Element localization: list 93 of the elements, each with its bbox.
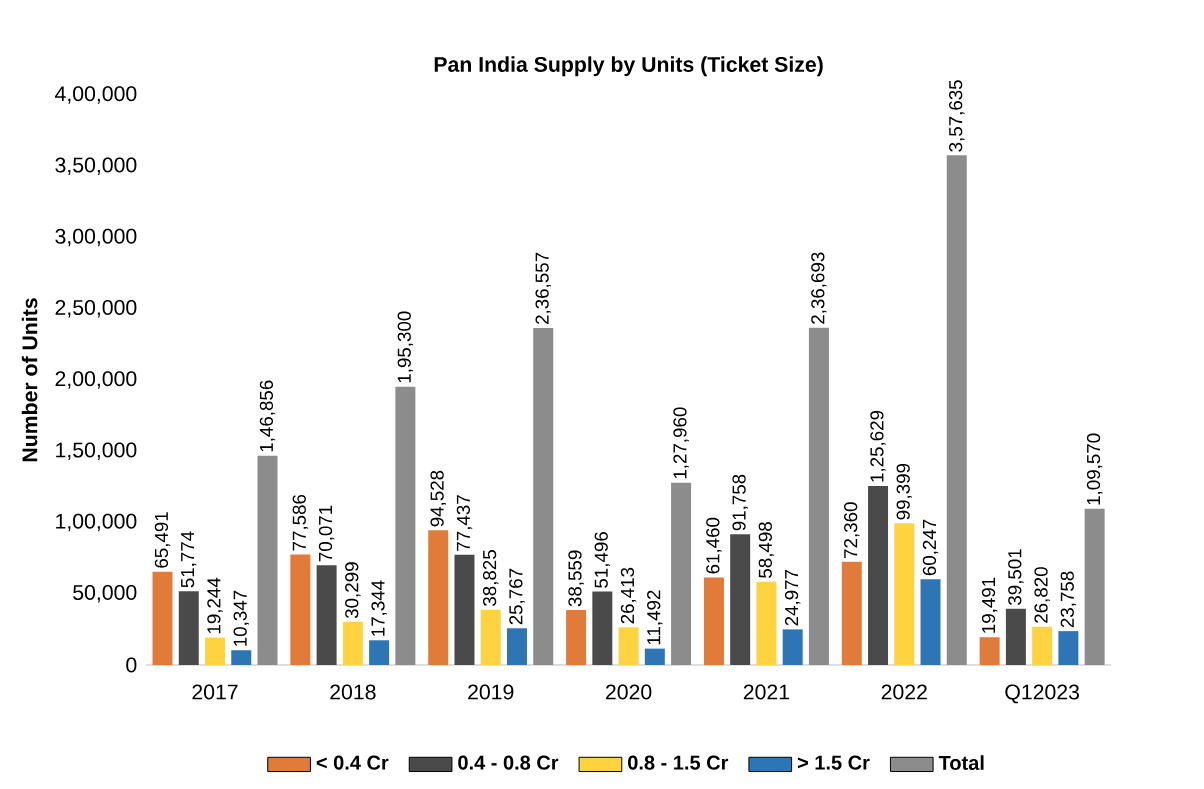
legend-label: > 1.5 Cr	[797, 755, 870, 770]
y-tick-label: 50,000	[73, 584, 137, 603]
bar	[178, 591, 199, 665]
x-tick-label: 2020	[606, 684, 652, 700]
legend-label: < 0.4 Cr	[316, 755, 389, 770]
data-label: 24,977	[784, 569, 801, 626]
bar	[566, 610, 587, 665]
data-label: 10,347	[233, 590, 249, 646]
bar	[1005, 608, 1026, 665]
x-tick-label: 2021	[743, 684, 790, 700]
data-label: 72,360	[844, 502, 860, 558]
data-label: 17,344	[371, 580, 387, 636]
bar	[480, 609, 501, 665]
bar	[730, 534, 751, 665]
bar	[1032, 626, 1053, 665]
x-tick-label: 2022	[881, 684, 927, 700]
bar	[257, 455, 278, 665]
y-tick-label: 3,00,000	[55, 228, 137, 247]
bar	[756, 581, 777, 665]
bar	[782, 629, 803, 665]
bar	[395, 386, 416, 665]
x-tick-label: 2019	[468, 684, 514, 700]
data-label: 51,774	[181, 531, 197, 588]
data-label: 39,501	[1008, 549, 1024, 605]
bar	[1058, 631, 1079, 665]
bar	[920, 579, 941, 665]
y-tick-label: 4,00,000	[55, 86, 137, 104]
data-label: 58,498	[758, 522, 775, 578]
data-label: 77,586	[292, 494, 309, 551]
chart-title: Pan India Supply by Units (Ticket Size)	[434, 56, 823, 77]
x-tick-label: 2018	[330, 684, 376, 700]
y-tick-label: 0	[126, 657, 137, 673]
data-label: 26,820	[1034, 567, 1050, 623]
data-label: 30,299	[345, 562, 361, 619]
data-label: 1,25,629	[870, 410, 886, 482]
y-tick-label: 3,50,000	[55, 157, 137, 176]
x-tick-label: Q12023	[1005, 684, 1080, 704]
data-label: 3,57,635	[949, 80, 965, 152]
data-label: 38,825	[482, 550, 499, 606]
bar	[205, 637, 226, 665]
data-label: 61,460	[706, 517, 722, 574]
bar	[618, 627, 639, 665]
data-label: 51,496	[594, 532, 611, 588]
data-label: 77,437	[456, 495, 473, 551]
data-label: 1,27,960	[673, 407, 689, 479]
y-tick-label: 2,00,000	[55, 371, 137, 389]
data-label: 25,767	[509, 568, 525, 625]
bar	[868, 485, 889, 665]
bar	[290, 554, 311, 665]
data-label: 11,492	[647, 590, 663, 645]
data-label: 65,491	[154, 512, 171, 568]
bar	[316, 565, 337, 665]
bar	[946, 155, 967, 665]
bar	[428, 530, 449, 665]
data-label: 26,413	[620, 567, 637, 624]
data-label: 19,244	[207, 577, 223, 634]
bar	[1084, 508, 1105, 665]
legend-label: 0.8 - 1.5 Cr	[628, 755, 729, 770]
data-label: 99,399	[896, 463, 913, 520]
bar	[231, 650, 252, 665]
data-label: 38,559	[568, 550, 584, 607]
bar	[454, 554, 475, 665]
bar	[533, 327, 554, 665]
data-label: 2,36,557	[535, 252, 551, 324]
legend-label: 0.4 - 0.8 Cr	[458, 755, 559, 770]
data-label: 1,09,570	[1086, 433, 1103, 505]
y-tick-label: 1,50,000	[56, 442, 137, 460]
bar	[894, 523, 915, 665]
bar	[506, 628, 527, 665]
data-label: 1,46,856	[259, 380, 276, 452]
data-label: 94,528	[430, 470, 446, 527]
bar	[808, 327, 829, 665]
data-label: 91,758	[732, 474, 748, 531]
data-label: 23,758	[1060, 571, 1077, 628]
data-label: 19,491	[981, 577, 998, 633]
bar	[592, 591, 613, 665]
bar	[152, 571, 173, 665]
bar	[979, 637, 1000, 665]
bar	[703, 577, 724, 665]
bar	[369, 640, 390, 665]
data-label: 60,247	[922, 519, 939, 576]
y-tick-label: 1,00,000	[56, 513, 137, 532]
bar	[671, 482, 692, 665]
bar	[644, 648, 665, 665]
y-tick-label: 2,50,000	[55, 299, 137, 318]
bar	[342, 621, 363, 665]
data-label: 1,95,300	[397, 311, 414, 383]
legend-label: Total	[938, 755, 984, 770]
x-tick-label: 2017	[192, 684, 238, 700]
bar	[841, 561, 862, 665]
y-axis-title: Number of Units	[21, 298, 38, 462]
data-label: 2,36,693	[811, 252, 827, 324]
data-label: 70,071	[318, 505, 335, 562]
